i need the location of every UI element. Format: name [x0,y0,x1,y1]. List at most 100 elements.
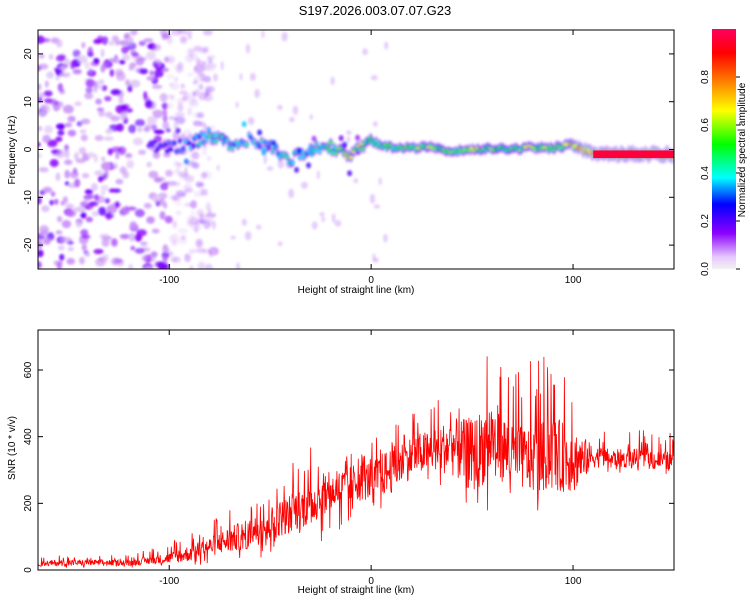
spectrogram-ytick-label: -20 [23,237,34,252]
spectrogram-noise-cell [98,79,105,85]
spectrogram-noise-cell [321,216,326,223]
spectrogram-ridge-cell [312,149,317,153]
spectrogram-noise-cell [66,258,76,265]
spectrogram-noise-cell [44,80,49,88]
spectrogram-noise-cell [170,82,180,91]
spectrogram-noise-cell [184,202,194,207]
spectrogram-noise-cell [205,212,217,218]
spectrogram-noise-cell [165,94,175,99]
spectrogram-noise-cell [213,73,218,82]
spectrogram-noise-cell [196,263,204,269]
spectrogram-ridge-cell [213,139,219,143]
spectrogram-noise-cell [151,124,158,131]
spectrogram-noise-cell [64,149,70,159]
spectrogram-noise-cell [55,172,61,182]
spectrogram-noise-cell [178,90,188,95]
spectrogram-noise-cell [239,72,243,81]
spectrogram-noise-cell [111,146,122,153]
spectrogram-noise-cell [180,83,185,89]
spectrogram-noise-cell [67,129,77,137]
spectrogram-noise-cell [38,92,46,99]
spectrogram-noise-cell [244,231,252,241]
spectrogram-noise-cell [170,233,180,243]
spectrogram-noise-cell [128,64,134,71]
spectrogram-noise-cell [104,96,112,102]
spectrogram-ridge-cell [181,147,186,150]
spectrogram-ridge-cell [212,134,217,138]
spectrogram-noise-cell [288,116,295,123]
spectrogram-noise-cell [150,251,158,258]
spectrogram-noise-cell [39,225,50,234]
spectrogram-noise-cell [362,48,369,56]
spectrogram-noise-cell [166,36,173,45]
spectrogram-noise-cell [125,36,134,44]
spectrogram-noise-cell [61,219,72,229]
spectrogram-noise-cell [144,99,153,109]
snr-ytick-label: 0 [23,567,34,573]
spectrogram-noise-cell [160,182,169,191]
spectrogram-noise-cell [98,175,103,183]
spectrogram-ridge-cell [348,155,353,160]
spectrogram-ridge-cell [294,166,300,173]
spectrogram-noise-cell [177,30,185,35]
spectrogram-noise-cell [277,104,283,111]
spectrogram-noise-cell [346,130,352,135]
spectrogram-noise-cell [143,91,148,100]
spectrogram-noise-cell [42,134,51,144]
spectrogram-noise-cell [61,236,70,243]
spectrogram-noise-cell [216,164,220,171]
spectrogram-ridge-cell [167,141,171,144]
spectrogram-noise-cell [184,166,188,175]
spectrogram-noise-cell [172,220,177,229]
snr-xtick-label: 100 [565,576,582,587]
spectrogram-noise-cell [205,218,214,227]
spectrogram-ridge-cell [296,147,302,154]
spectrogram-ridge-cell [261,149,267,156]
spectrogram-noise-cell [261,30,265,39]
spectrogram-noise-cell [49,199,54,206]
spectrogram-noise-cell [48,54,54,60]
spectrogram-noise-cell [153,44,162,51]
spectrogram-noise-cell [198,83,204,91]
spectrogram-noise-cell [174,200,183,207]
spectrogram-ridge-cell [205,137,210,141]
spectrogram-ridge-cell [274,145,278,149]
spectrogram-noise-cell [128,263,133,269]
spectrogram-noise-cell [59,253,65,261]
spectrogram-noise-cell [55,76,60,81]
spectrogram-noise-cell [141,254,150,262]
spectrogram-noise-cell [201,148,208,156]
spectrogram-noise-cell [166,55,176,63]
spectrogram-noise-cell [151,194,161,202]
spectrogram-noise-cell [195,57,201,66]
spectrogram-noise-cell [71,207,82,212]
spectrogram-noise-cell [162,255,168,264]
spectrogram-noise-cell [134,248,145,254]
spectrogram-noise-cell [121,54,131,61]
spectrogram-ridge-cell [332,145,337,150]
spectrogram-noise-cell [72,68,82,75]
spectrogram-noise-cell [131,52,140,58]
spectrogram-noise-cell [175,161,181,171]
spectrogram-ridge-cell [175,127,181,134]
spectrogram-noise-cell [64,122,73,128]
snr-xtick-label: -100 [159,576,179,587]
spectrogram-noise-cell [57,130,65,136]
spectrogram-noise-cell [44,98,53,104]
spectrogram-ridge-cell [200,132,204,136]
colorbar-tick-label: 0.0 [700,262,711,276]
spectrogram-noise-cell [139,68,149,75]
spectrogram-noise-cell [114,68,124,77]
spectrogram-xtick-label: -100 [159,275,179,286]
spectrogram-noise-cell [40,37,51,43]
spectrogram-ridge-cell [341,143,347,150]
spectrogram-ridge-cell [164,150,170,153]
spectrogram-noise-cell [187,48,195,57]
spectrogram-noise-cell [119,166,127,174]
spectrogram-noise-cell [157,59,162,67]
spectrogram-noise-cell [78,147,87,155]
spectrogram-noise-cell [207,54,217,60]
spectrogram-noise-cell [56,149,65,159]
